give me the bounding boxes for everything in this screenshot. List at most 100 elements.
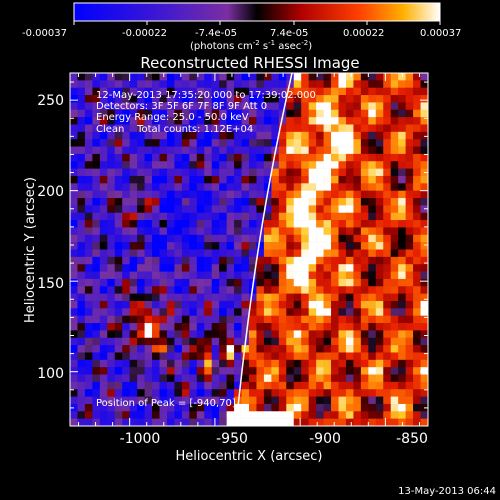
heatmap-cell — [383, 403, 392, 412]
heatmap-cell — [77, 95, 86, 103]
heatmap-cell — [301, 87, 309, 96]
heatmap-cell — [204, 330, 213, 339]
heatmap-cell — [107, 227, 116, 236]
colorbar-unit-label: (photons cm-2 s-1 asec-2) — [190, 39, 312, 52]
heatmap-cell — [70, 198, 78, 206]
heatmap-cell — [383, 396, 392, 405]
heatmap-cell — [166, 190, 175, 199]
heatmap-cell — [204, 139, 213, 147]
heatmap-cell — [144, 352, 153, 361]
heatmap-cell — [263, 403, 272, 412]
heatmap-cell — [166, 264, 175, 272]
heatmap-cell — [405, 80, 414, 88]
heatmap-cell — [204, 389, 213, 397]
heatmap-cell — [122, 109, 130, 118]
heatmap-cell — [413, 227, 421, 236]
heatmap-cell — [271, 212, 280, 221]
heatmap-cell — [263, 278, 272, 287]
heatmap-cell — [77, 234, 86, 243]
heatmap-cell — [241, 374, 250, 383]
heatmap-cell — [301, 175, 309, 184]
heatmap-cell — [375, 359, 384, 368]
heatmap-cell — [241, 168, 250, 177]
heatmap-cell — [331, 315, 339, 324]
heatmap-cell — [181, 293, 190, 302]
heatmap-cell — [159, 227, 168, 236]
heatmap-cell — [77, 161, 86, 169]
heatmap-cell — [159, 374, 168, 383]
heatmap-cell — [70, 330, 78, 339]
heatmap-cell — [249, 212, 257, 221]
heatmap-cell — [263, 87, 272, 96]
heatmap-cell — [345, 411, 354, 419]
heatmap-cell — [256, 286, 265, 294]
heatmap-cell — [353, 256, 362, 265]
heatmap-cell — [122, 139, 130, 147]
heatmap-cell — [226, 278, 235, 287]
heatmap-cell — [278, 131, 287, 140]
heatmap-cell — [263, 411, 272, 419]
heatmap-cell — [107, 139, 116, 147]
heatmap-cell — [174, 198, 183, 206]
heatmap-cell — [353, 102, 362, 111]
heatmap-cell — [107, 234, 116, 243]
heatmap-cell — [338, 286, 347, 294]
heatmap-cell — [308, 205, 317, 214]
heatmap-cell — [293, 249, 302, 258]
heatmap-cell — [144, 345, 153, 353]
heatmap-cell — [338, 95, 347, 103]
heatmap-cell — [226, 198, 235, 206]
heatmap-cell — [256, 249, 265, 258]
heatmap-cell — [144, 220, 153, 228]
x-tick-label-3: -850 — [396, 431, 428, 447]
heatmap-cell — [70, 249, 78, 258]
heatmap-cell — [293, 234, 302, 243]
heatmap-cell — [338, 168, 347, 177]
heatmap-cell — [211, 403, 220, 412]
heatmap-cell — [256, 337, 265, 346]
heatmap-cell — [152, 109, 160, 118]
heatmap-cell — [263, 300, 272, 309]
heatmap-cell — [84, 227, 93, 236]
heatmap-cell — [398, 411, 406, 419]
heatmap-cell — [368, 293, 377, 302]
heatmap-cell — [152, 315, 160, 324]
heatmap-cell — [152, 190, 160, 199]
heatmap-cell — [390, 389, 399, 397]
heatmap-cell — [107, 198, 116, 206]
heatmap-cell — [152, 256, 160, 265]
heatmap-cell — [286, 396, 295, 405]
heatmap-cell — [375, 205, 384, 214]
heatmap-cell — [383, 220, 392, 228]
heatmap-cell — [353, 389, 362, 397]
heatmap-cell — [263, 381, 272, 390]
heatmap-cell — [308, 220, 317, 228]
heatmap-cell — [181, 381, 190, 390]
heatmap-cell — [278, 381, 287, 390]
heatmap-cell — [278, 124, 287, 133]
heatmap-cell — [353, 95, 362, 103]
heatmap-cell — [301, 139, 309, 147]
heatmap-cell — [234, 300, 242, 309]
heatmap-cell — [77, 271, 86, 280]
heatmap-cell — [241, 183, 250, 191]
heatmap-cell — [293, 168, 302, 177]
heatmap-cell — [420, 242, 428, 250]
heatmap-cell — [77, 168, 86, 177]
heatmap-cell — [368, 300, 377, 309]
heatmap-cell — [405, 396, 414, 405]
heatmap-cell — [234, 315, 242, 324]
heatmap-cell — [249, 168, 257, 177]
heatmap-cell — [308, 124, 317, 133]
heatmap-cell — [204, 293, 213, 302]
heatmap-cell — [383, 381, 392, 390]
heatmap-cell — [345, 389, 354, 397]
heatmap-cell — [271, 411, 280, 419]
heatmap-cell — [196, 168, 205, 177]
heatmap-cell — [256, 139, 265, 147]
heatmap-cell — [368, 161, 377, 169]
heatmap-cell — [256, 161, 265, 169]
heatmap-cell — [166, 220, 175, 228]
heatmap-cell — [405, 220, 414, 228]
heatmap-cell — [353, 153, 362, 162]
